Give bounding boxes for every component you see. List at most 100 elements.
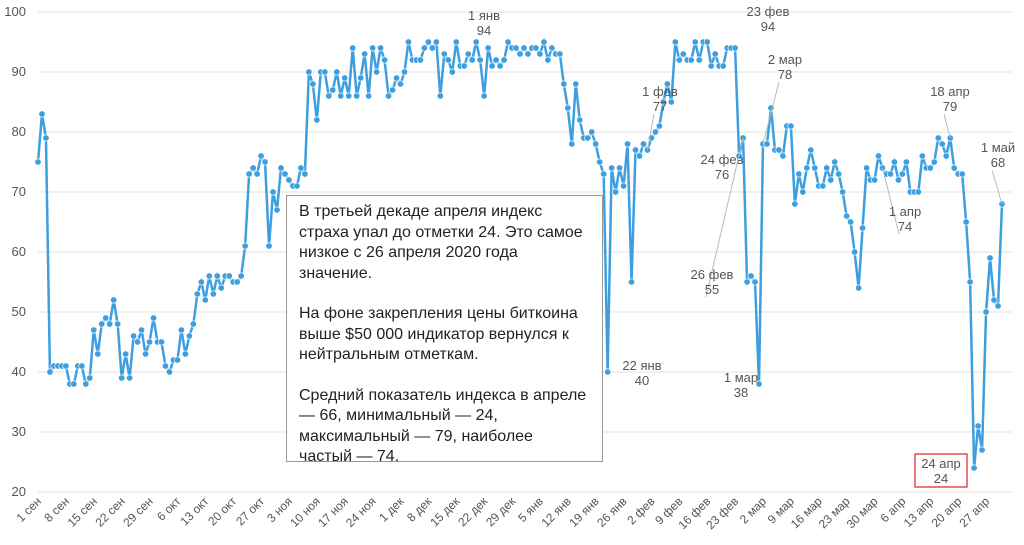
point [257, 152, 265, 160]
point [918, 152, 926, 160]
point [819, 182, 827, 190]
point [181, 350, 189, 358]
point [763, 140, 771, 148]
point [341, 74, 349, 82]
point [504, 38, 512, 46]
point [253, 170, 261, 178]
point [78, 362, 86, 370]
point [536, 50, 544, 58]
point [958, 170, 966, 178]
y-tick-label: 90 [12, 64, 26, 79]
point [624, 140, 632, 148]
point [512, 44, 520, 52]
point [942, 152, 950, 160]
point [962, 218, 970, 226]
point [496, 62, 504, 70]
x-tick-label: 20 апр [929, 494, 965, 530]
point [389, 86, 397, 94]
point [902, 158, 910, 166]
point [369, 44, 377, 52]
point [321, 68, 329, 76]
point [82, 380, 90, 388]
point [751, 278, 759, 286]
point [703, 38, 711, 46]
annotation-label: 1 фев [642, 84, 678, 99]
annotation-label: 1 апр [889, 204, 921, 219]
point [273, 206, 281, 214]
point [540, 38, 548, 46]
point [285, 176, 293, 184]
point [926, 164, 934, 172]
point [667, 98, 675, 106]
point [755, 380, 763, 388]
point [612, 188, 620, 196]
point [476, 56, 484, 64]
point [691, 38, 699, 46]
point [130, 332, 138, 340]
point [564, 104, 572, 112]
point [213, 272, 221, 280]
point [994, 302, 1002, 310]
point [265, 242, 273, 250]
point [675, 56, 683, 64]
annotation-value: 68 [991, 155, 1005, 170]
point [795, 170, 803, 178]
point [500, 56, 508, 64]
point [930, 158, 938, 166]
x-tick-label: 15 сен [65, 494, 100, 529]
x-tick-label: 29 дек [483, 494, 519, 530]
annotation-label: 26 фев [691, 267, 734, 282]
annotation-label: 18 апр [930, 84, 970, 99]
point [361, 50, 369, 58]
point [309, 80, 317, 88]
x-tick-label: 13 апр [901, 494, 937, 530]
point [572, 80, 580, 88]
point [448, 68, 456, 76]
point [811, 164, 819, 172]
point [807, 146, 815, 154]
x-tick-label: 27 апр [956, 494, 992, 530]
point [556, 50, 564, 58]
annotation-value: 74 [898, 219, 912, 234]
annotation-label: 1 янв [468, 8, 500, 23]
point [779, 152, 787, 160]
point [201, 296, 209, 304]
point [532, 44, 540, 52]
annotation-label: 1 май [981, 140, 1015, 155]
point [357, 74, 365, 82]
point [432, 38, 440, 46]
point [70, 380, 78, 388]
point [488, 62, 496, 70]
note-paragraph: На фоне закрепления цены биткоина выше $… [299, 305, 578, 363]
point [871, 176, 879, 184]
x-tick-label: 30 мар [844, 494, 881, 531]
point [863, 164, 871, 172]
point [373, 68, 381, 76]
point [62, 362, 70, 370]
y-tick-label: 50 [12, 304, 26, 319]
point [851, 248, 859, 256]
point [38, 110, 46, 118]
point [245, 170, 253, 178]
leader-line [991, 169, 1003, 205]
point [440, 50, 448, 58]
point [217, 284, 225, 292]
point [98, 320, 106, 328]
x-tick-label: 13 окт [177, 494, 211, 528]
x-tick-label: 22 дек [455, 494, 491, 530]
annotation-label: 22 янв [622, 358, 661, 373]
point [138, 326, 146, 334]
point [42, 134, 50, 142]
point [687, 56, 695, 64]
point [787, 122, 795, 130]
point [914, 188, 922, 196]
point [94, 350, 102, 358]
point [102, 314, 110, 322]
point [719, 62, 727, 70]
point [468, 56, 476, 64]
point [110, 296, 118, 304]
point [898, 170, 906, 178]
annotation-value: 55 [705, 282, 719, 297]
point [365, 92, 373, 100]
